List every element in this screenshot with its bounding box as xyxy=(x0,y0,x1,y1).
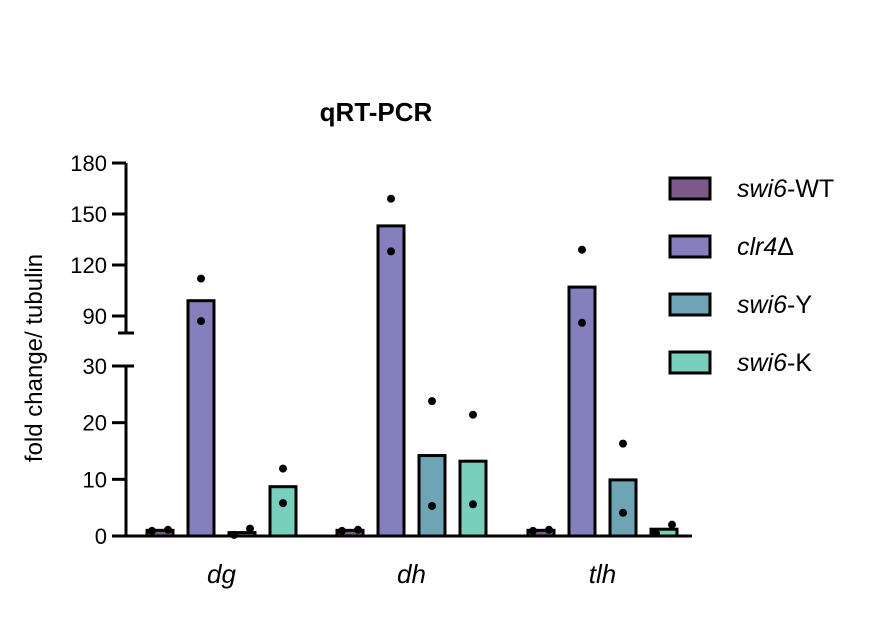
y-axis-label: fold change/ tubulin xyxy=(21,254,48,462)
bar-dh-swi6-Y xyxy=(417,454,447,538)
point-dh-swi6-WT xyxy=(338,526,346,535)
legend-label-italic: swi6 xyxy=(737,291,787,319)
point-dh-swi6-Y xyxy=(428,501,436,510)
legend-label-italic: swi6 xyxy=(737,349,787,377)
bar-tlh-swi6-K xyxy=(649,527,679,538)
point-tlh-swi6-K xyxy=(652,529,660,538)
point-dg-swi6-K xyxy=(279,464,287,473)
point-tlh-swi6-WT xyxy=(529,526,537,535)
legend-label-plain: -WT xyxy=(787,175,834,203)
bar-dh-swi6-WT xyxy=(335,528,365,538)
y-tick-label: 0 xyxy=(95,524,107,549)
point-tlh-clr4Δ xyxy=(578,245,586,254)
point-dh-clr4Δ xyxy=(387,247,395,256)
point-tlh-swi6-Y xyxy=(619,439,627,448)
bars xyxy=(145,224,679,538)
point-dh-swi6-WT xyxy=(354,525,362,534)
point-dg-swi6-Y xyxy=(230,530,238,539)
legend-swatch-swi6-WT xyxy=(668,176,712,201)
legend-label-italic: clr4 xyxy=(737,233,777,261)
point-dg-clr4Δ xyxy=(197,274,205,283)
legend-swatch-swi6-K xyxy=(668,350,712,375)
y-tick-label: 90 xyxy=(83,304,107,329)
legend-label-swi6-K: swi6-K xyxy=(737,349,812,377)
bar-tlh-swi6-WT xyxy=(526,528,556,538)
legend-label-swi6-WT: swi6-WT xyxy=(737,175,834,203)
point-dh-clr4Δ xyxy=(387,194,395,203)
points xyxy=(148,194,676,539)
legend-swatch-swi6-Y xyxy=(668,292,712,317)
point-tlh-swi6-Y xyxy=(619,508,627,517)
point-tlh-swi6-K xyxy=(668,520,676,529)
point-dh-swi6-K xyxy=(469,410,477,419)
bar-dh-swi6-K xyxy=(458,459,488,538)
bar-tlh-swi6-Y xyxy=(608,478,638,538)
point-tlh-swi6-WT xyxy=(545,525,553,534)
point-dh-swi6-K xyxy=(469,500,477,509)
x-tick-label-tlh: tlh xyxy=(589,559,616,589)
bar-tlh-clr4Δ xyxy=(567,285,597,538)
point-dg-swi6-Y xyxy=(246,524,254,533)
bar-dg-swi6-Y xyxy=(227,531,257,538)
legend-label-plain: -Y xyxy=(787,291,812,319)
legend-label-clr4Δ: clr4Δ xyxy=(737,233,794,261)
y-tick-label: 180 xyxy=(70,151,107,176)
bar-dg-swi6-WT xyxy=(145,528,175,538)
y-tick-label: 150 xyxy=(70,202,107,227)
point-dg-swi6-WT xyxy=(148,526,156,535)
legend-label-plain: -K xyxy=(787,349,812,377)
legend-label-swi6-Y: swi6-Y xyxy=(737,291,812,319)
point-dg-swi6-K xyxy=(279,499,287,508)
x-tick-label-dg: dg xyxy=(207,559,236,589)
legend-label-plain: Δ xyxy=(777,233,794,261)
bar-dg-swi6-K xyxy=(268,485,298,538)
legend-swatch-clr4Δ xyxy=(668,234,712,259)
bar-dh-clr4Δ xyxy=(376,224,406,538)
chart-title: qRT-PCR xyxy=(320,97,433,127)
point-dh-swi6-Y xyxy=(428,397,436,406)
point-dg-clr4Δ xyxy=(197,317,205,326)
legend-label-italic: swi6 xyxy=(737,175,787,203)
bar-dg-clr4Δ xyxy=(186,299,216,538)
axes: 0 10 20 30 90 120 150 180 dg dh tlh xyxy=(70,151,692,589)
y-tick-label: 30 xyxy=(83,354,107,379)
y-tick-label: 10 xyxy=(83,467,107,492)
x-tick-label-dh: dh xyxy=(397,559,426,589)
y-tick-label: 120 xyxy=(70,253,107,278)
point-tlh-clr4Δ xyxy=(578,318,586,327)
y-tick-label: 20 xyxy=(83,411,107,436)
point-dg-swi6-WT xyxy=(164,525,172,534)
